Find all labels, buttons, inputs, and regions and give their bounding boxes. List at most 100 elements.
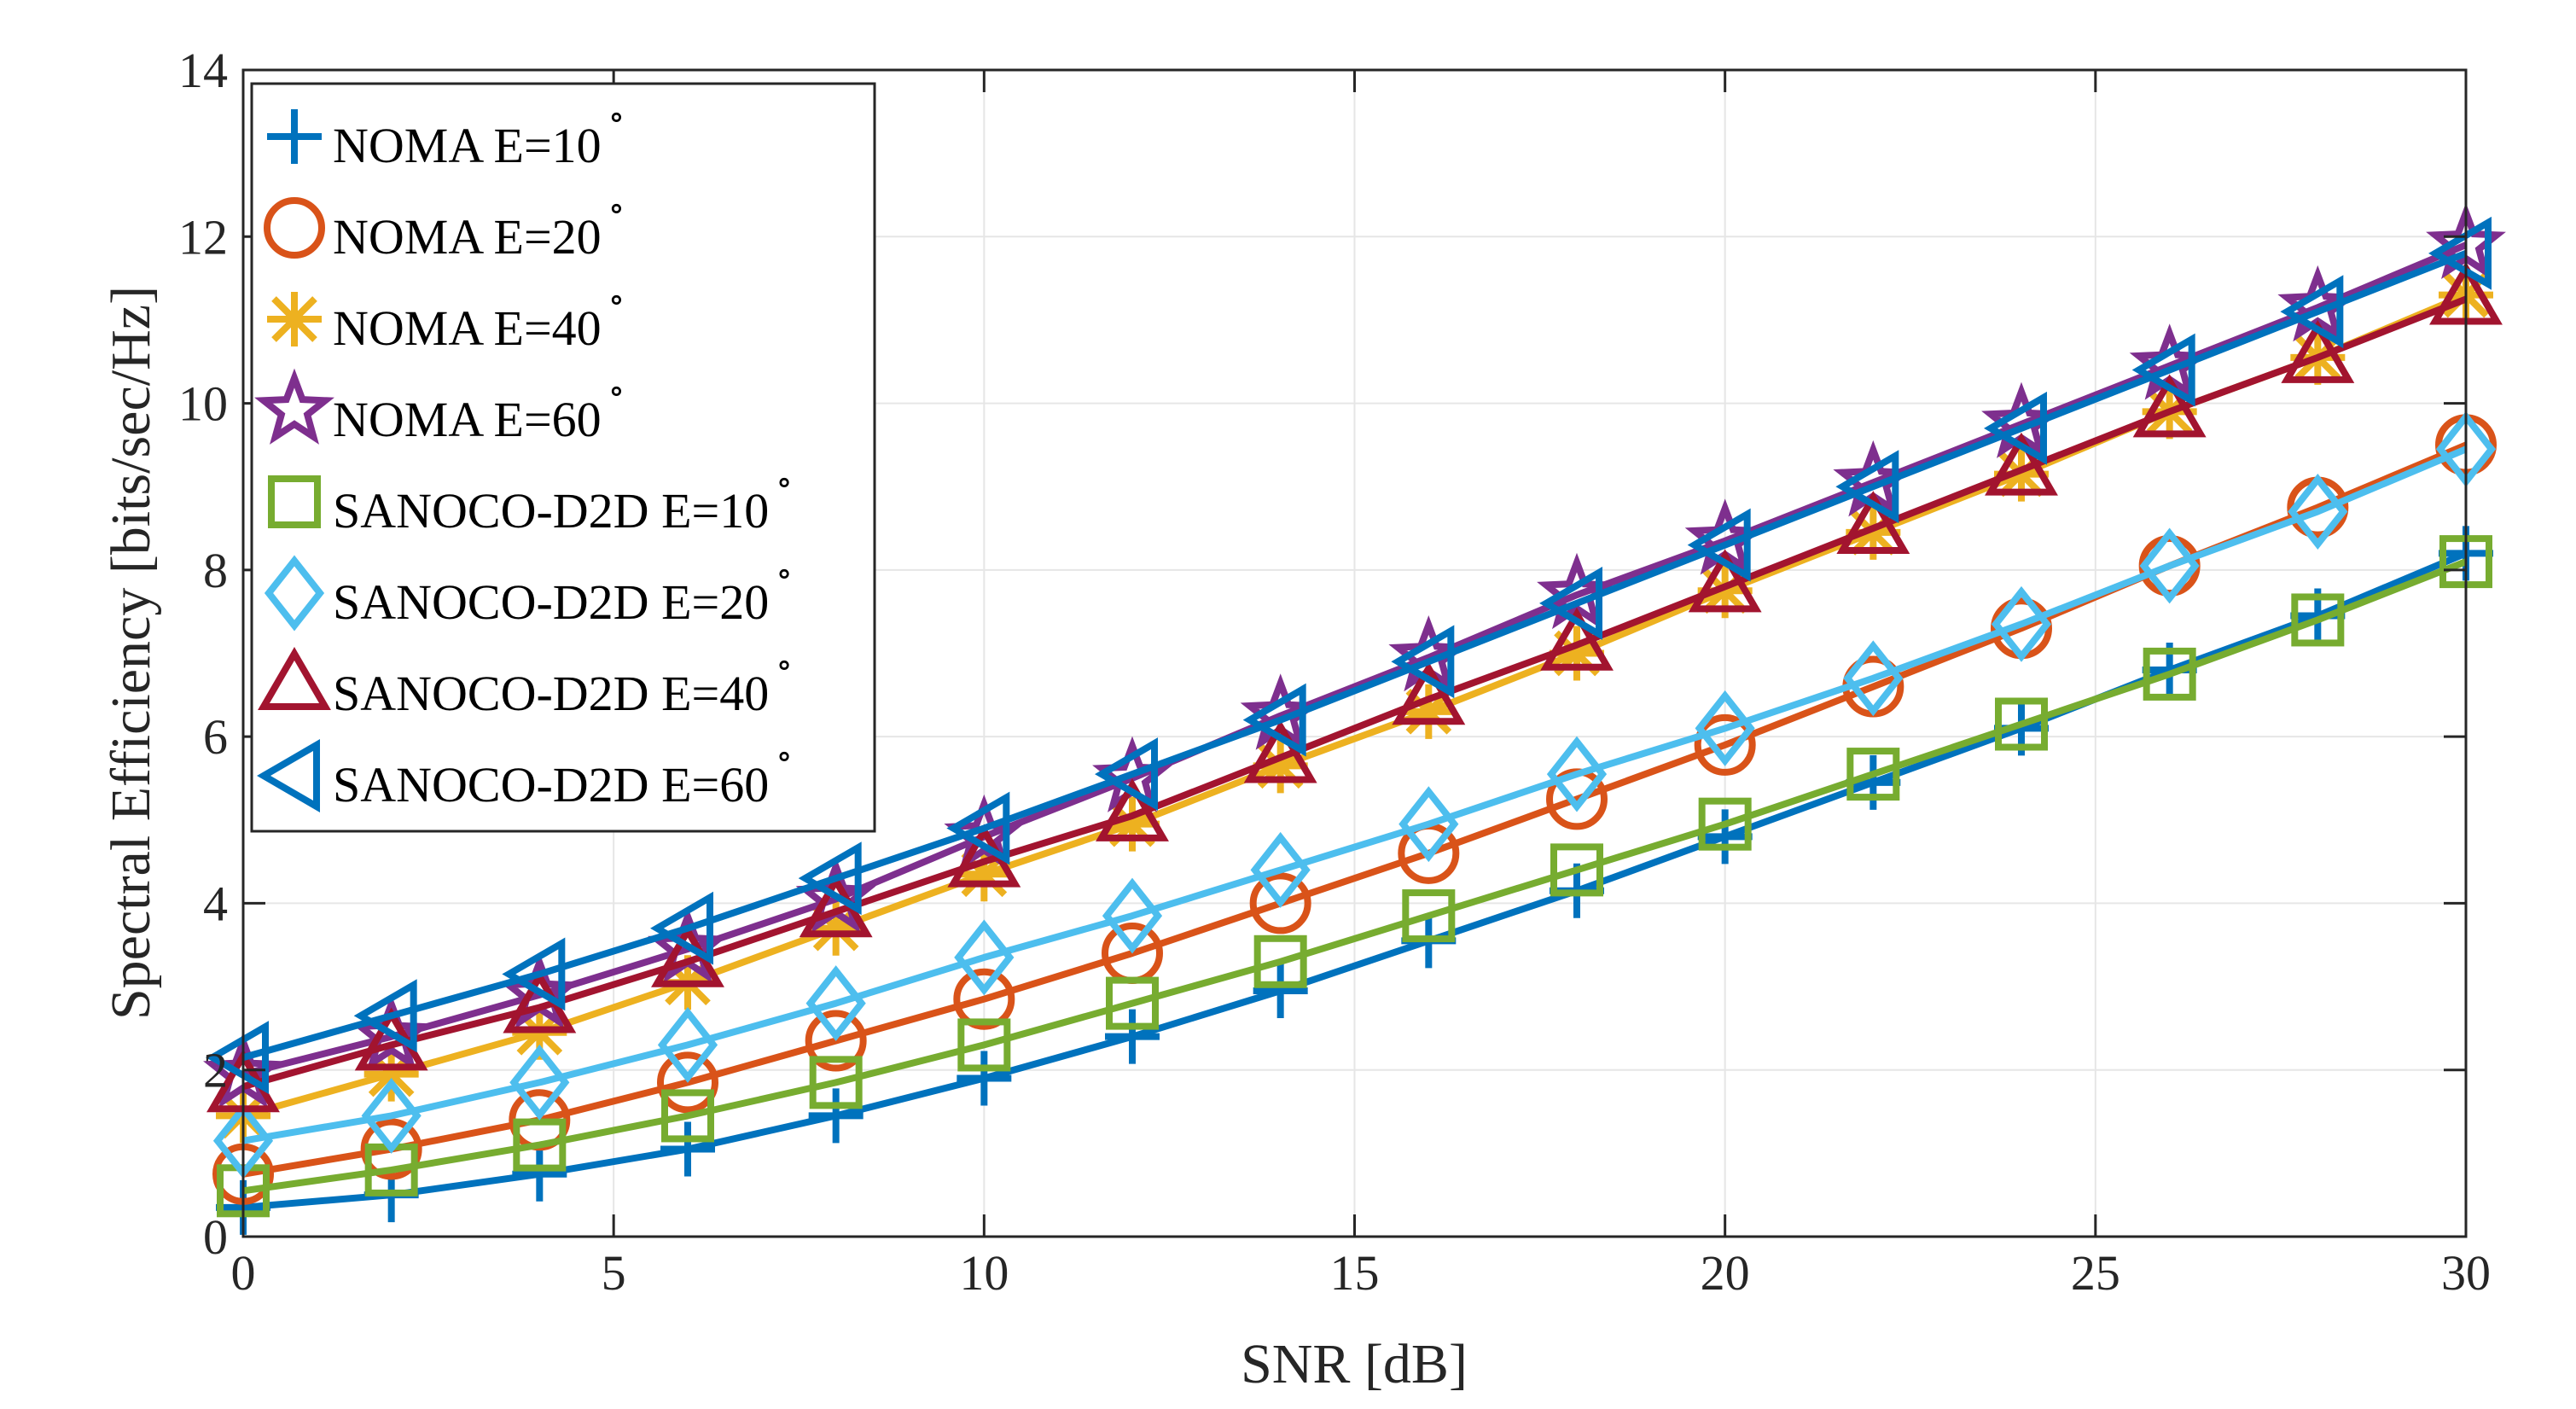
data-point <box>1698 797 1752 851</box>
data-point <box>361 1077 422 1154</box>
data-point <box>2132 374 2207 438</box>
x-tick-label: 15 <box>1330 1245 1380 1301</box>
legend-marker <box>268 475 321 528</box>
data-point <box>1991 585 2052 662</box>
series-8 <box>206 216 2492 1095</box>
data-point <box>1687 508 1751 582</box>
y-tick-label: 2 <box>203 1043 228 1098</box>
data-point <box>946 791 1010 865</box>
series-6 <box>212 410 2497 1179</box>
axes: 0 5 10 15 20 25 30 0 2 4 6 8 10 12 14 <box>178 43 2491 1301</box>
legend-label: SANOCO-D2D E=40 <box>333 666 769 721</box>
data-point <box>1836 491 1910 555</box>
data-point <box>661 1089 714 1143</box>
data-point <box>1546 736 1608 812</box>
data-point <box>1994 446 2049 502</box>
data-point <box>1249 872 1311 934</box>
legend-degree: ∘ <box>776 737 793 775</box>
data-point <box>512 1146 567 1202</box>
legend-degree: ∘ <box>608 280 625 318</box>
data-point <box>657 1006 718 1083</box>
data-point <box>353 979 417 1053</box>
x-axis-label: SNR [dB] <box>1241 1333 1468 1395</box>
y-tick-label: 6 <box>203 709 228 765</box>
data-point <box>805 1010 867 1072</box>
data-point <box>1846 504 1901 560</box>
legend-degree: ∘ <box>776 463 793 501</box>
legend-entry: NOMA E=20∘ <box>264 189 625 265</box>
data-point <box>1540 607 1614 671</box>
data-point <box>1105 1009 1160 1064</box>
data-point <box>2131 333 2195 407</box>
data-point <box>1846 748 1900 801</box>
data-point <box>1243 719 1317 783</box>
data-point <box>660 1121 715 1177</box>
data-point <box>808 900 864 956</box>
data-point <box>1398 786 1459 863</box>
series-line <box>241 250 2468 1061</box>
data-point <box>1550 843 1603 897</box>
data-point <box>957 847 1012 902</box>
legend-entry: SANOCO-D2D E=40∘ <box>258 645 793 721</box>
legend-label: NOMA E=60 <box>333 392 602 447</box>
x-tick-label: 0 <box>231 1245 256 1301</box>
data-point <box>957 1051 1012 1106</box>
data-point <box>2280 275 2344 349</box>
data-point <box>1550 626 1604 681</box>
data-point <box>1694 713 1756 776</box>
data-point <box>1539 566 1602 640</box>
legend-entry: SANOCO-D2D E=10∘ <box>268 463 793 539</box>
data-point <box>1096 777 1169 841</box>
y-tick-label: 8 <box>203 543 228 598</box>
data-point <box>808 1088 864 1144</box>
legend-marker <box>254 368 334 445</box>
data-point <box>2428 216 2492 290</box>
legend-entry: NOMA E=40∘ <box>267 280 625 356</box>
legend-label: NOMA E=20 <box>333 209 602 265</box>
series-line <box>242 558 2468 1195</box>
legend-entry: NOMA E=60∘ <box>254 368 625 447</box>
y-axis-label: Spectral Efficiency [bits/sec/Hz] <box>100 286 162 1020</box>
legend-marker <box>267 109 322 164</box>
data-point <box>360 1118 422 1180</box>
legend-degree: ∘ <box>608 97 625 136</box>
data-point <box>1391 625 1455 699</box>
data-point <box>1401 684 1457 739</box>
data-point <box>798 841 862 916</box>
data-point <box>206 1021 269 1095</box>
legend-label: SANOCO-D2D E=60 <box>333 757 769 812</box>
legend-label: NOMA E=10 <box>333 118 602 173</box>
data-point <box>1984 391 2047 465</box>
series-5 <box>217 535 2492 1218</box>
x-tick-label: 5 <box>602 1245 626 1301</box>
data-point <box>1242 683 1306 757</box>
data-point <box>1105 796 1160 852</box>
data-point <box>1843 640 1904 717</box>
legend-entry: SANOCO-D2D E=60∘ <box>257 737 793 812</box>
x-tick-label: 10 <box>959 1245 1009 1301</box>
legend-degree: ∘ <box>608 189 625 227</box>
legend-marker <box>267 292 322 346</box>
data-point <box>502 937 566 1011</box>
data-point <box>1835 450 1899 524</box>
y-tick-label: 4 <box>203 876 228 931</box>
data-point <box>1253 934 1307 988</box>
data-point <box>1095 737 1158 812</box>
data-point <box>2288 474 2348 550</box>
data-point <box>954 919 1015 996</box>
data-point <box>2143 647 2196 701</box>
data-point <box>957 1018 1011 1072</box>
data-point <box>1985 432 2058 496</box>
x-tick-label: 20 <box>1701 1245 1750 1301</box>
data-point <box>953 968 1015 1030</box>
y-tick-label: 14 <box>178 43 228 98</box>
legend-entry: NOMA E=10∘ <box>267 97 625 173</box>
legend-entry: SANOCO-D2D E=20∘ <box>264 554 793 632</box>
legend-marker <box>264 555 325 632</box>
y-tick-label: 10 <box>178 376 228 432</box>
data-point <box>1995 697 2048 751</box>
data-point <box>2291 593 2345 647</box>
legend-marker <box>257 739 320 812</box>
data-point <box>1697 809 1753 865</box>
